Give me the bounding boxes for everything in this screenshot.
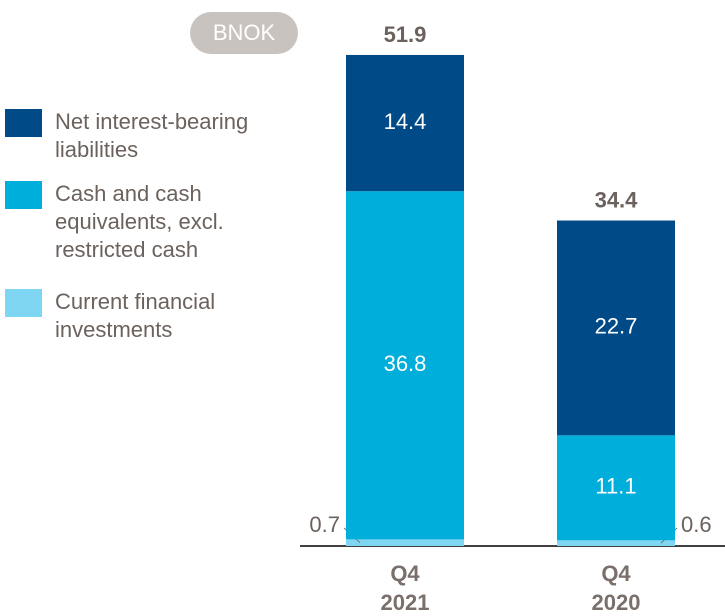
bar-segment [557,540,675,546]
bar-segment [557,435,675,541]
bar-segment [346,191,464,540]
legend-label: Current financial investments [55,289,216,342]
segment-label: 11.1 [595,474,636,499]
legend-label: Net interest-bearing liabilities [55,109,249,162]
segment-label: 36.8 [384,351,427,376]
legend-item: Current financial investments [5,288,295,344]
segment-label: 0.6 [681,512,712,537]
bar-segment [346,54,464,192]
x-tick-part: 2020 [592,590,641,615]
total-label: 51.9 [384,22,427,47]
unit-pill [190,12,298,54]
x-tick-label: Q4 2021 [381,561,430,615]
x-tick-part: Q4 [601,561,631,586]
x-tick-part: 2021 [381,590,430,615]
legend-swatch [5,109,42,137]
bar-segment [346,539,464,546]
x-tick-part: Q4 [390,561,420,586]
segment-label: 22.7 [595,314,638,339]
segment-label: 14.4 [384,109,427,134]
x-tick-label: Q4 2020 [592,561,641,615]
segment-label: 0.7 [309,512,340,537]
legend-swatch [5,181,42,209]
legend-item: Cash and cash equivalents, excl. restric… [5,180,295,264]
total-label: 34.4 [595,187,639,212]
legend-item: Net interest-bearing liabilities [5,108,295,164]
unit-label: BNOK [213,20,276,45]
legend-swatch [5,289,42,317]
bar-segment [557,220,675,436]
legend-label: Cash and cash equivalents, excl. restric… [55,181,224,262]
